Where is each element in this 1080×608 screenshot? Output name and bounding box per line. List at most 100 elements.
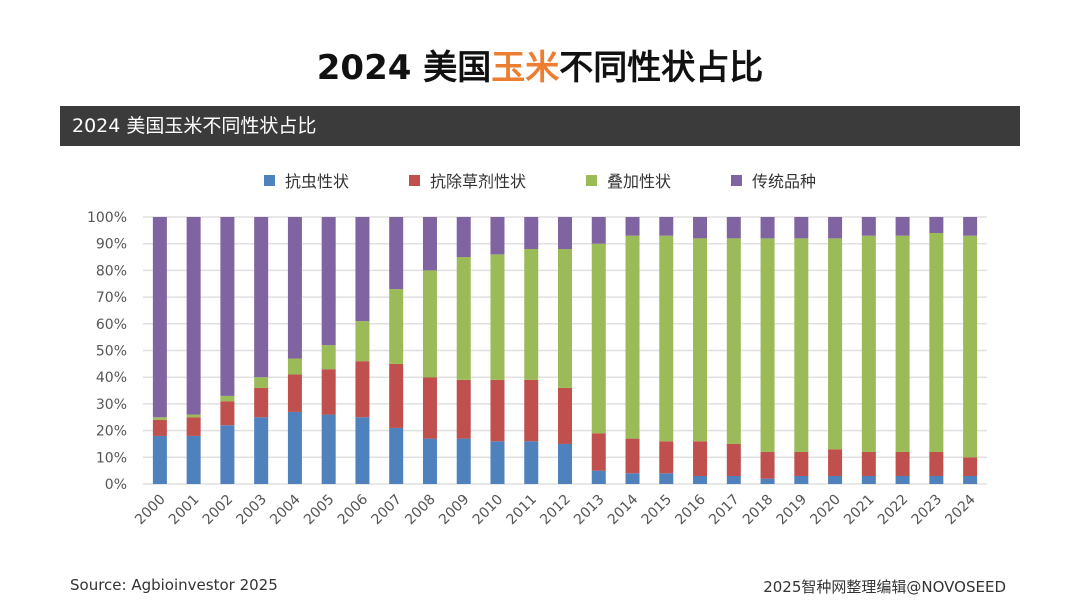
bar-segment [220,425,235,484]
bar-segment [456,217,471,258]
bar-segment [693,441,708,476]
x-tick-label: 2014 [605,491,642,528]
legend-item: 抗虫性状 [263,168,349,192]
bar-segment [591,470,606,484]
x-tick-label: 2005 [301,492,338,529]
x-tick-label: 2019 [774,492,811,529]
bar-segment [693,238,708,442]
bar-segment [456,379,471,439]
y-tick-label: 100% [87,210,127,226]
bar-segment [389,363,404,428]
legend-swatch [263,174,275,186]
x-tick-label: 2000 [132,492,169,529]
bar-segment [895,475,910,484]
bar-segment [591,217,606,244]
bar-segment [254,377,269,388]
legend-label: 传统品种 [752,172,817,191]
x-tick-label: 2010 [470,492,507,529]
legend-swatch [408,174,420,186]
bar-segment [760,451,775,479]
y-tick-label: 90% [96,237,127,253]
x-tick-label: 2012 [537,492,574,529]
legend-swatch [731,174,743,186]
bar-segment [726,475,741,484]
bar-segment [389,427,404,484]
bar-segment [152,435,167,484]
bar-segment [963,217,978,236]
bar-segment [490,217,505,255]
legend-item: 叠加性状 [586,168,671,192]
x-tick-label: 2021 [841,492,878,529]
bar-segment [186,435,201,484]
bar-segment [726,443,741,476]
bar-segment [321,414,336,484]
bar-segment [490,441,505,484]
bar-segment [794,217,809,239]
x-tick-label: 2022 [875,492,912,529]
bar-segment [760,238,775,452]
bar-segment [355,417,370,484]
bar-segment [524,217,539,250]
bar-segment [625,217,640,236]
bar-segment [929,233,944,452]
bar-segment [287,217,302,359]
x-tick-label: 2020 [807,492,844,529]
bar-segment [895,451,910,476]
bar-segment [152,417,167,420]
bar-segment [828,449,843,476]
bar-segment [524,249,539,380]
y-tick-label: 10% [96,450,127,466]
page-title: 2024 美国玉米不同性状占比 [0,40,1080,89]
bar-segment [828,217,843,239]
bar-segment [558,387,572,444]
bar-segment [929,475,944,484]
chart-title-bar: 2024 美国玉米不同性状占比 [60,106,1020,146]
bar-segment [152,419,167,436]
bar-segment [422,377,437,439]
bar-segment [726,217,741,239]
x-tick-label: 2007 [369,492,406,529]
bar-segment [558,443,572,484]
title-text: 2024 美国 [316,48,492,88]
bar-segment [422,438,437,484]
bar-segment [321,369,336,415]
x-tick-label: 2008 [402,492,439,529]
bar-segment [355,361,370,418]
bar-segment [355,321,370,362]
bar-segment [963,475,978,484]
x-tick-label: 2011 [504,492,541,529]
legend-label: 叠加性状 [607,172,672,191]
bar-segment [220,395,235,402]
y-tick-label: 0% [105,477,127,493]
bar-segment [861,451,876,476]
bar-segment [625,438,640,474]
x-tick-label: 2004 [267,491,304,528]
x-tick-label: 2016 [672,491,709,528]
bar-segment [659,217,674,236]
bar-segment [929,451,944,476]
legend-label: 抗除草剂性状 [429,172,526,191]
x-tick-label: 2017 [706,492,743,529]
bar-segment [287,358,302,375]
bar-segment [558,249,572,388]
legend-item: 抗除草剂性状 [408,168,526,192]
bar-segment [895,217,910,236]
x-tick-label: 2024 [942,491,979,528]
bar-segment [726,238,741,444]
bar-segment [456,257,471,380]
legend-label: 抗虫性状 [284,172,349,191]
bar-segment [254,417,269,484]
x-tick-label: 2013 [571,492,608,529]
legend: 抗虫性状 抗除草剂性状 叠加性状 传统品种 [0,168,1080,192]
x-tick-label: 2009 [436,492,473,529]
bar-segment [558,217,572,250]
x-tick-label: 2018 [740,492,777,529]
bar-segment [861,217,876,236]
bar-segment [659,235,674,442]
bar-segment [321,345,336,370]
bar-segment [591,433,606,471]
bar-segment [895,235,910,452]
bar-segment [524,441,539,484]
x-tick-label: 2023 [909,492,946,529]
bar-segment [659,441,674,474]
